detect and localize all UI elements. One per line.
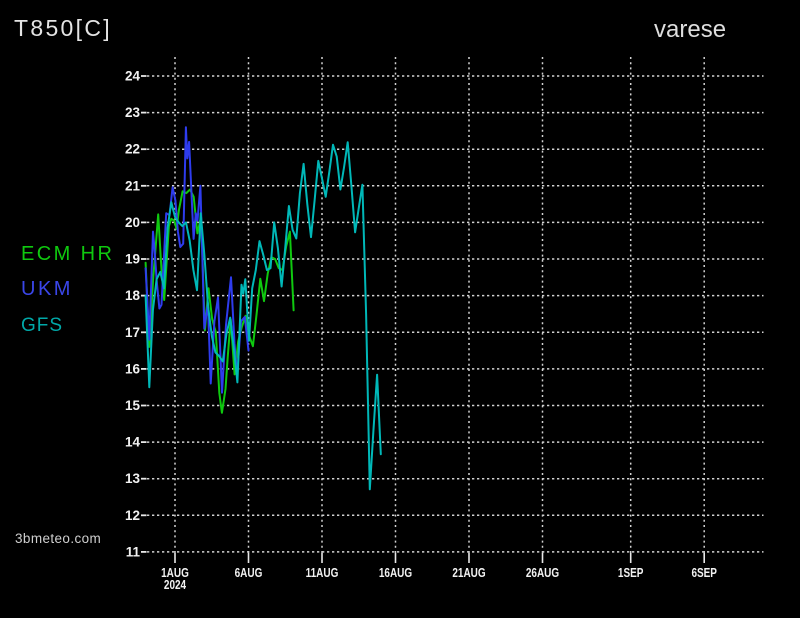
svg-text:19: 19: [125, 252, 140, 267]
svg-text:24: 24: [125, 69, 141, 84]
svg-text:1SEP: 1SEP: [618, 567, 644, 580]
svg-text:23: 23: [125, 105, 141, 120]
svg-text:14: 14: [125, 435, 141, 450]
svg-text:17: 17: [125, 325, 140, 340]
svg-text:15: 15: [125, 398, 141, 413]
svg-text:26AUG: 26AUG: [526, 567, 559, 580]
svg-text:13: 13: [125, 471, 141, 486]
svg-text:6SEP: 6SEP: [691, 567, 717, 580]
svg-text:20: 20: [125, 215, 140, 230]
svg-text:11AUG: 11AUG: [306, 567, 339, 580]
svg-text:1AUG: 1AUG: [161, 567, 189, 580]
svg-text:21AUG: 21AUG: [452, 567, 485, 580]
svg-text:21: 21: [125, 178, 141, 193]
svg-text:16AUG: 16AUG: [379, 567, 412, 580]
svg-text:22: 22: [125, 142, 140, 157]
svg-text:2024: 2024: [164, 579, 187, 592]
svg-text:11: 11: [126, 544, 141, 559]
svg-text:12: 12: [125, 508, 140, 523]
svg-text:6AUG: 6AUG: [235, 567, 263, 580]
svg-text:16: 16: [125, 361, 141, 376]
svg-text:18: 18: [125, 288, 141, 303]
